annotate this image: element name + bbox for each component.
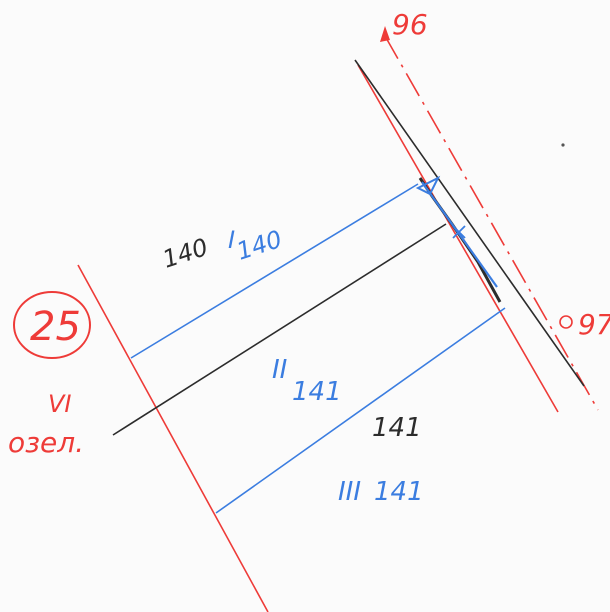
point-label-top: 96	[392, 8, 428, 41]
red-boundary-right	[357, 64, 559, 413]
blue-middle-label: 141	[292, 377, 342, 407]
parcel-note: озел.	[8, 426, 84, 459]
red-boundary-left	[77, 264, 269, 612]
parcel-roman: VI	[48, 390, 72, 418]
blue-upper-roman: I	[228, 226, 235, 254]
paper-speck	[561, 143, 565, 147]
blue-middle-roman: II	[272, 355, 287, 385]
red-dashdot-line	[384, 35, 599, 411]
parcel-number-circle	[13, 291, 91, 359]
blue-flag-marker-icon	[415, 175, 441, 196]
blue-lower-roman: III	[338, 477, 361, 507]
blue-upper-line	[130, 183, 419, 359]
blue-edge-segment	[421, 181, 498, 288]
black-lower-label: 141	[372, 413, 422, 443]
blue-cross-marker-icon	[452, 225, 466, 239]
arrow-icon	[380, 26, 390, 42]
black-boundary-right	[354, 59, 585, 387]
point-label-bottom: 97	[578, 308, 610, 341]
blue-lower-line	[215, 307, 506, 514]
blue-lower-label: 141	[374, 477, 424, 507]
parcel-number: 25	[30, 304, 81, 350]
black-division-line	[112, 223, 447, 436]
survey-point-circle	[559, 315, 573, 329]
